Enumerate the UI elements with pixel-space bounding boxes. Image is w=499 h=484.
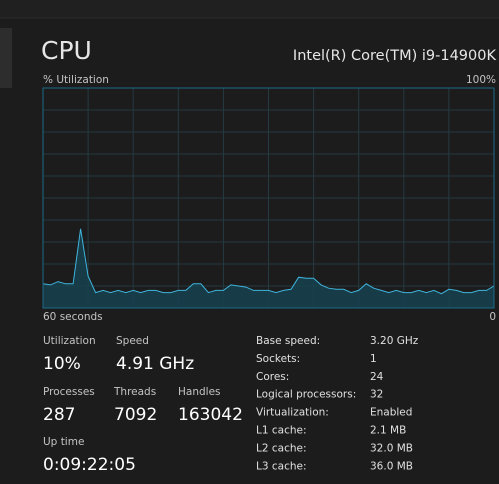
stat-label: Up time	[43, 436, 84, 448]
detail-value: 1	[370, 353, 377, 365]
stat-value: 163042	[178, 405, 243, 425]
graph-border	[42, 87, 495, 309]
stat-label: Handles	[178, 386, 221, 398]
detail-label: Virtualization:	[256, 407, 329, 419]
detail-value: 36.0 MB	[370, 460, 413, 472]
detail-value: 32.0 MB	[370, 442, 413, 454]
detail-value: 2.1 MB	[370, 425, 406, 437]
stat-label: Utilization	[43, 335, 96, 347]
utilization-line	[42, 228, 495, 295]
y-tick-label: 100%	[466, 74, 496, 86]
stat-label: Speed	[116, 335, 149, 347]
processor-name: Intel(R) Core(TM) i9-14900K	[293, 48, 497, 64]
page-title: CPU	[41, 36, 92, 65]
detail-label: L2 cache:	[256, 442, 307, 454]
x-tick-label: 60 seconds	[43, 311, 103, 323]
x-tick-label: 0	[489, 311, 496, 323]
detail-label: Cores:	[256, 371, 289, 383]
detail-label: Base speed:	[256, 335, 320, 347]
y-axis-label: % Utilization	[43, 74, 109, 86]
stat-value: 4.91 GHz	[116, 354, 194, 374]
detail-label: L1 cache:	[256, 425, 307, 437]
detail-label: Sockets:	[256, 353, 300, 365]
sidebar-selection[interactable]	[0, 28, 12, 88]
detail-label: Logical processors:	[256, 389, 356, 401]
stat-label: Processes	[43, 386, 95, 398]
stat-value: 287	[43, 405, 75, 425]
detail-label: L3 cache:	[256, 460, 307, 472]
detail-value: Enabled	[370, 407, 412, 419]
top-bar	[0, 0, 499, 18]
stat-label: Threads	[113, 386, 156, 398]
stat-value: 10%	[43, 354, 81, 374]
detail-value: 3.20 GHz	[370, 335, 419, 347]
utilization-area	[43, 228, 494, 308]
stat-value: 0:09:22:05	[43, 455, 136, 475]
detail-value: 24	[370, 371, 384, 383]
detail-value: 32	[370, 389, 383, 401]
stat-value: 7092	[114, 405, 157, 425]
